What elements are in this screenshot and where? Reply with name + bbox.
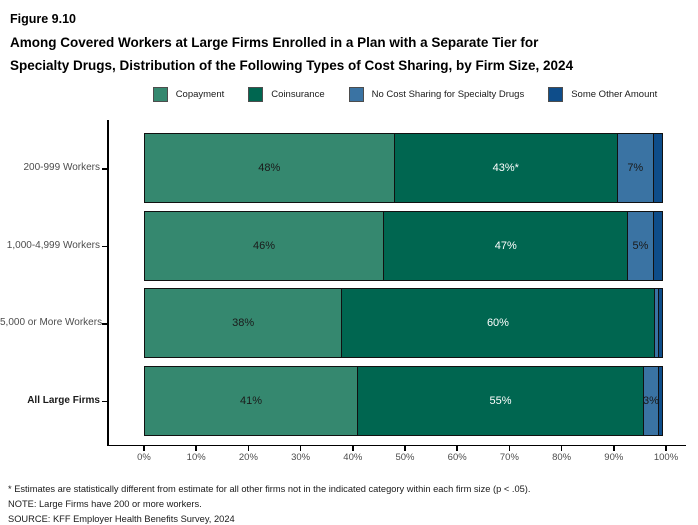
bar-row: 48% 43%* 7% (144, 133, 666, 203)
x-axis-tick (508, 446, 511, 451)
bar-segment-label: 47% (494, 239, 517, 252)
bar-segment-label: 48% (258, 162, 281, 174)
legend-swatch-icon (152, 86, 168, 102)
x-axis-tick (665, 446, 667, 451)
y-axis-tick (102, 168, 107, 170)
bar-row: 38% 60% (144, 288, 666, 358)
x-axis-tick-label: 100% (653, 452, 679, 463)
figure-label: Figure 9.10 (10, 12, 76, 26)
bar-segment: 43%* (393, 133, 618, 203)
x-axis-tick-label: 20% (238, 452, 258, 463)
legend-swatch-icon (248, 86, 264, 102)
figure-title-line2: Specialty Drugs, Distribution of the Fol… (10, 58, 574, 73)
y-axis-tick (102, 400, 107, 402)
x-axis-tick (560, 446, 563, 451)
legend-label: Some Other Amount (571, 88, 658, 100)
bar-segment (657, 365, 663, 436)
footnote-source: SOURCE: KFF Employer Health Benefits Sur… (8, 513, 235, 524)
y-axis-category-label: 1,000-4,999 Workers (6, 239, 100, 251)
x-axis-tick-label: 90% (604, 452, 624, 463)
legend-item: Copayment (152, 86, 225, 102)
bar-segment-label: 7% (627, 162, 644, 174)
bar-segment-label: 3% (642, 394, 659, 407)
x-axis-tick-label: 0% (137, 452, 151, 463)
x-axis-tick-label: 50% (395, 452, 415, 463)
legend-label: No Cost Sharing for Specialty Drugs (371, 88, 525, 100)
x-axis-tick-label: 40% (343, 452, 363, 463)
y-axis-category-label: 5,000 or More Workers (0, 317, 103, 328)
bar-segment-label: 46% (253, 239, 276, 252)
x-axis-tick (143, 446, 145, 451)
y-axis-category-label: 200-999 Workers (23, 162, 100, 173)
y-axis-category-label: All Large Firms (27, 394, 100, 406)
legend: Copayment Coinsurance No Cost Sharing for … (112, 85, 698, 103)
x-axis-tick (299, 446, 302, 451)
bar-segment: 5% (627, 210, 654, 281)
x-axis-line (107, 444, 686, 446)
x-axis-tick (456, 446, 458, 451)
x-axis-tick (352, 446, 354, 451)
y-axis-tick (102, 323, 107, 325)
legend-item: No Cost Sharing for Specialty Drugs (348, 86, 525, 102)
legend-swatch-icon (548, 86, 564, 102)
bar-segment: 3% (642, 365, 659, 436)
footnote-note: NOTE: Large Firms have 200 or more worke… (8, 498, 202, 509)
bar-segment: 41% (144, 365, 359, 436)
legend-item: Coinsurance (248, 86, 325, 102)
bar-segment-label: 60% (486, 317, 509, 329)
x-axis-tick (613, 446, 615, 451)
bar-segment (652, 133, 663, 203)
x-axis-tick (195, 446, 197, 451)
bar-row: 46% 47% 5% (144, 210, 666, 281)
bar-segment: 7% (617, 133, 654, 203)
bar-segment-label: 38% (232, 317, 255, 329)
bar-segment (657, 288, 663, 358)
legend-label: Copayment (175, 88, 225, 100)
bar-segment: 60% (341, 288, 655, 358)
x-axis-tick-label: 30% (291, 452, 311, 463)
bar-segment (652, 210, 663, 281)
bar-segment-label: 41% (239, 394, 263, 407)
x-axis-tick (247, 446, 250, 451)
bar-segment: 38% (144, 288, 343, 358)
legend-item: Some Other Amount (548, 86, 658, 102)
bar-segment: 55% (357, 365, 645, 436)
x-axis-tick-label: 60% (447, 452, 467, 463)
bar-segment: 48% (144, 133, 395, 203)
bar-segment-label: 55% (489, 394, 512, 407)
footnotes: * Estimates are statistically different … (8, 482, 530, 525)
figure-title-line1: Among Covered Workers at Large Firms Enr… (10, 35, 539, 50)
x-axis-tick-label: 80% (552, 452, 572, 463)
bar-segment-label: 43%* (492, 162, 519, 174)
legend-label: Coinsurance (271, 88, 325, 100)
x-axis-tick-label: 10% (186, 452, 206, 463)
y-axis-line (107, 120, 109, 445)
x-axis-tick-label: 70% (499, 452, 519, 463)
y-axis-tick (102, 245, 107, 247)
footnote-asterisk: * Estimates are statistically different … (8, 484, 531, 494)
bar-segment: 46% (144, 210, 385, 281)
x-axis-tick (404, 446, 406, 451)
bar-row: 41% 55% 3% (144, 365, 666, 436)
bar-segment: 47% (383, 210, 629, 281)
bar-segment-label: 5% (632, 239, 649, 252)
legend-swatch-icon (348, 86, 364, 102)
